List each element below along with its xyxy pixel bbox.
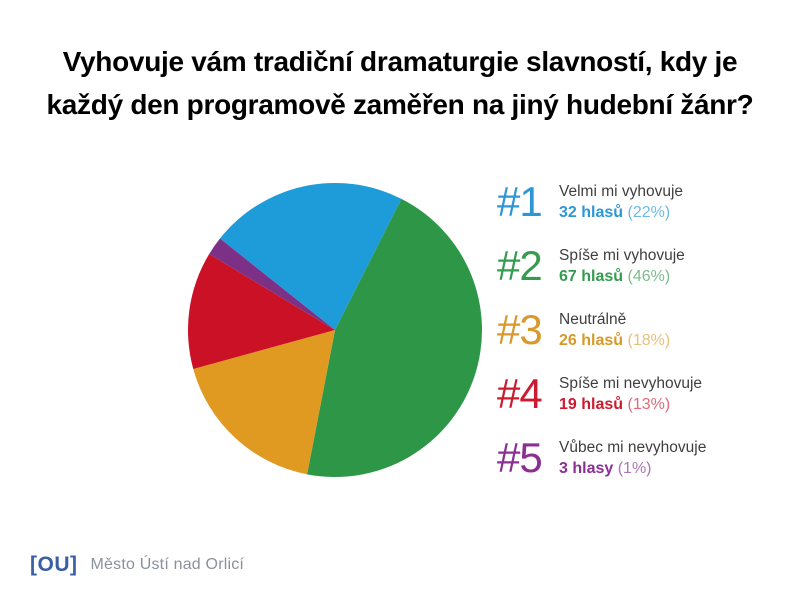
legend-item-4: #4 Spíše mi nevyhovuje 19 hlasů (13%)	[497, 373, 787, 417]
option-percent: (13%)	[627, 396, 671, 413]
option-votes: 3 hlasy	[559, 460, 614, 477]
option-percent: (1%)	[617, 460, 652, 477]
legend-item-3: #3 Neutrálně 26 hlasů (18%)	[497, 309, 787, 353]
option-votes: 19 hlasů	[559, 396, 624, 413]
pie-chart	[187, 183, 482, 477]
option-percent: (18%)	[627, 332, 671, 349]
rank-badge: #4	[497, 370, 543, 417]
rank-badge: #3	[497, 306, 543, 353]
footer-city-name: Město Ústí nad Orlicí	[90, 556, 245, 573]
pie-slice-4	[187, 253, 335, 369]
pie-slice-3	[193, 330, 335, 475]
rank-badge: #1	[497, 178, 543, 225]
legend-item-1: #1 Velmi mi vyhovuje 32 hlasů (22%)	[497, 181, 787, 225]
option-percent: (46%)	[627, 268, 671, 285]
results-legend: #1 Velmi mi vyhovuje 32 hlasů (22%) #2 S…	[497, 181, 787, 501]
ou-logo: [OU]	[30, 553, 78, 576]
option-label: Spíše mi nevyhovuje	[559, 375, 703, 392]
option-votes: 67 hlasů	[559, 268, 624, 285]
pie-slice-1	[219, 183, 402, 330]
option-label: Spíše mi vyhovuje	[559, 247, 685, 264]
pie-slice-2	[307, 198, 482, 477]
poll-question-title: Vyhovuje vám tradiční dramaturgie slavno…	[15, 40, 785, 126]
poll-question-line-2: každý den programově zaměřen na jiný hud…	[46, 89, 754, 120]
option-votes: 32 hlasů	[559, 204, 624, 221]
option-label: Velmi mi vyhovuje	[559, 183, 684, 200]
option-label: Vůbec mi nevyhovuje	[559, 439, 707, 456]
pie-chart-svg	[187, 183, 482, 477]
option-label: Neutrálně	[559, 311, 627, 328]
pie-slice-5	[209, 238, 335, 330]
legend-item-5: #5 Vůbec mi nevyhovuje 3 hlasy (1%)	[497, 437, 787, 481]
legend-item-2: #2 Spíše mi vyhovuje 67 hlasů (46%)	[497, 245, 787, 289]
footer-branding: [OU] Město Ústí nad Orlicí	[30, 553, 244, 577]
option-votes: 26 hlasů	[559, 332, 624, 349]
option-percent: (22%)	[627, 204, 671, 221]
rank-badge: #2	[497, 242, 543, 289]
poll-question-line-1: Vyhovuje vám tradiční dramaturgie slavno…	[62, 46, 738, 77]
rank-badge: #5	[497, 434, 543, 481]
